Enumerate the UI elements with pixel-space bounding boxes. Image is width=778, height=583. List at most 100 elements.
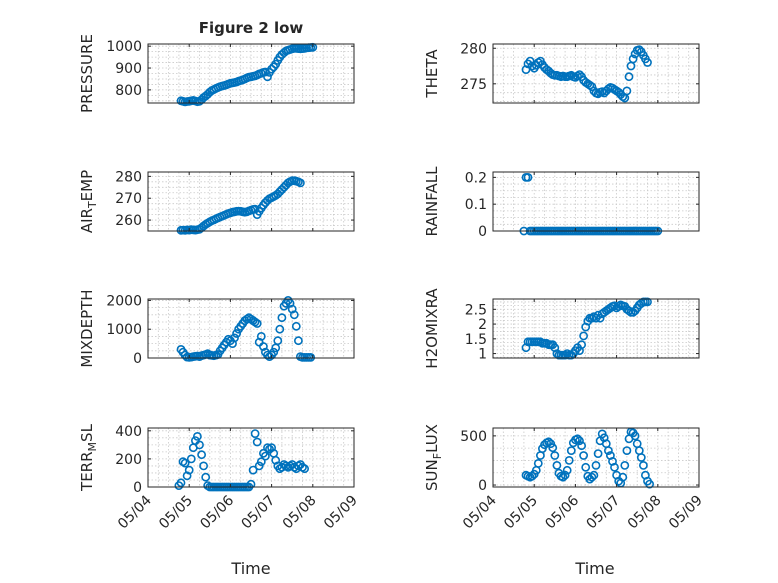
data-point: [579, 451, 588, 460]
data-point: [610, 462, 619, 472]
y-tick-label: 800: [115, 83, 142, 99]
data-point: [246, 479, 256, 489]
data-point: [624, 72, 634, 82]
panel-sun_flux: 0 500 05/04 05/05 05/06 05/07 05/08 05/09 SUNFLU…: [423, 424, 706, 532]
y-tick-label: 0: [478, 224, 487, 240]
y-tick-label: 1.5: [465, 332, 487, 348]
data-point: [562, 465, 572, 475]
data-point: [248, 465, 258, 475]
data-point: [564, 455, 574, 465]
data-point: [197, 450, 206, 460]
y-tick-label: 270: [115, 191, 142, 207]
x-tick-label: 05/05: [156, 493, 196, 533]
y-tick-label: 200: [115, 452, 142, 468]
panel-pressure: 800 900 1000 Figure 2 low PRESSURE: [78, 19, 355, 113]
axes-box: [147, 298, 355, 359]
y-tick-label: 260: [115, 213, 142, 229]
x-tick-label: 05/05: [501, 493, 541, 533]
y-tick-label: 0.1: [465, 197, 487, 213]
data-point: [267, 443, 276, 453]
y-axis-label-main: AIR: [78, 208, 96, 233]
data-point: [575, 70, 584, 79]
data-point: [548, 443, 558, 453]
data-point: [252, 437, 262, 447]
x-tick-label: 05/08: [280, 493, 320, 533]
y-axis-label-rest: EMP: [78, 170, 96, 201]
data-point: [195, 440, 204, 450]
data-point: [199, 461, 208, 471]
data-point: [618, 472, 628, 482]
data-point: [579, 331, 588, 341]
x-axis-label-left: Time: [230, 559, 270, 578]
x-tick-label: 05/08: [625, 493, 665, 533]
data-point: [277, 313, 287, 323]
panel-theta: 275 280 THETA: [423, 41, 700, 104]
y-tick-label: 2000: [106, 293, 142, 309]
data-point: [300, 464, 309, 474]
data-point: [577, 340, 586, 350]
data-point: [643, 297, 652, 307]
axes-box: [492, 171, 700, 232]
y-tick-label: 1000: [106, 322, 142, 338]
y-tick-label: 0: [478, 478, 487, 494]
data-point: [573, 434, 582, 444]
data-point: [289, 310, 299, 320]
y-axis-label-main: SUN: [423, 459, 441, 491]
axes-box: [492, 427, 700, 488]
data-point: [552, 349, 562, 358]
data-point: [614, 301, 624, 311]
data-point: [581, 462, 591, 472]
data-point: [271, 455, 281, 465]
y-tick-label: 900: [115, 61, 142, 77]
y-axis-label-rest: LUX: [423, 424, 441, 453]
axes-box: [147, 427, 355, 488]
data-point: [622, 446, 632, 455]
panel-air_temp: 260 270 280 AIRTEMP: [78, 169, 355, 235]
panel-rainfall: 0 0.1 0.2 RAINFALL: [423, 166, 700, 240]
x-tick-label: 05/04: [460, 492, 500, 532]
chart-title: Figure 2 low: [199, 19, 304, 37]
data-point: [634, 446, 644, 455]
data-point: [593, 449, 603, 458]
panel-h2omixra: 11.522.5 H2OMIXRA: [423, 288, 700, 369]
y-axis-label-main: THETA: [423, 49, 441, 99]
data-point: [587, 82, 597, 92]
data-point: [587, 472, 597, 482]
data-point: [273, 336, 283, 346]
data-point: [604, 446, 613, 455]
data-point: [589, 470, 599, 480]
y-axis-label-main: MIXDEPTH: [78, 289, 96, 367]
x-tick-label: 05/06: [197, 492, 237, 532]
panel-mixdepth: 0 1000 2000 MIXDEPTH: [78, 289, 355, 368]
y-tick-label: 2: [478, 317, 487, 333]
data-point: [186, 454, 196, 464]
axes-box: [147, 43, 355, 104]
data-point: [306, 352, 316, 362]
y-tick-label: 1: [478, 347, 487, 363]
data-point: [184, 465, 194, 475]
data-point: [192, 431, 202, 441]
data-point: [252, 319, 262, 328]
data-point: [624, 306, 634, 316]
y-axis-label: SUNFLUX: [423, 424, 444, 491]
x-tick-label: 05/09: [321, 493, 361, 533]
data-point: [250, 429, 260, 438]
y-axis-label-main: H2OMIXRA: [423, 288, 441, 369]
x-tick-label: 05/07: [584, 493, 624, 533]
data-point: [575, 436, 584, 446]
data-point: [176, 478, 186, 488]
data-point: [577, 441, 586, 451]
data-point: [639, 460, 648, 470]
y-tick-label: 500: [460, 429, 487, 445]
y-tick-label: 0: [133, 351, 142, 367]
data-point: [230, 333, 239, 343]
x-tick-label: 05/09: [666, 493, 706, 533]
y-tick-label: 280: [460, 41, 487, 57]
data-point: [634, 45, 644, 55]
y-axis-label: PRESSURE: [78, 34, 96, 113]
y-tick-label: 2.5: [465, 302, 487, 318]
y-tick-label: 400: [115, 424, 142, 440]
data-point: [263, 72, 272, 82]
